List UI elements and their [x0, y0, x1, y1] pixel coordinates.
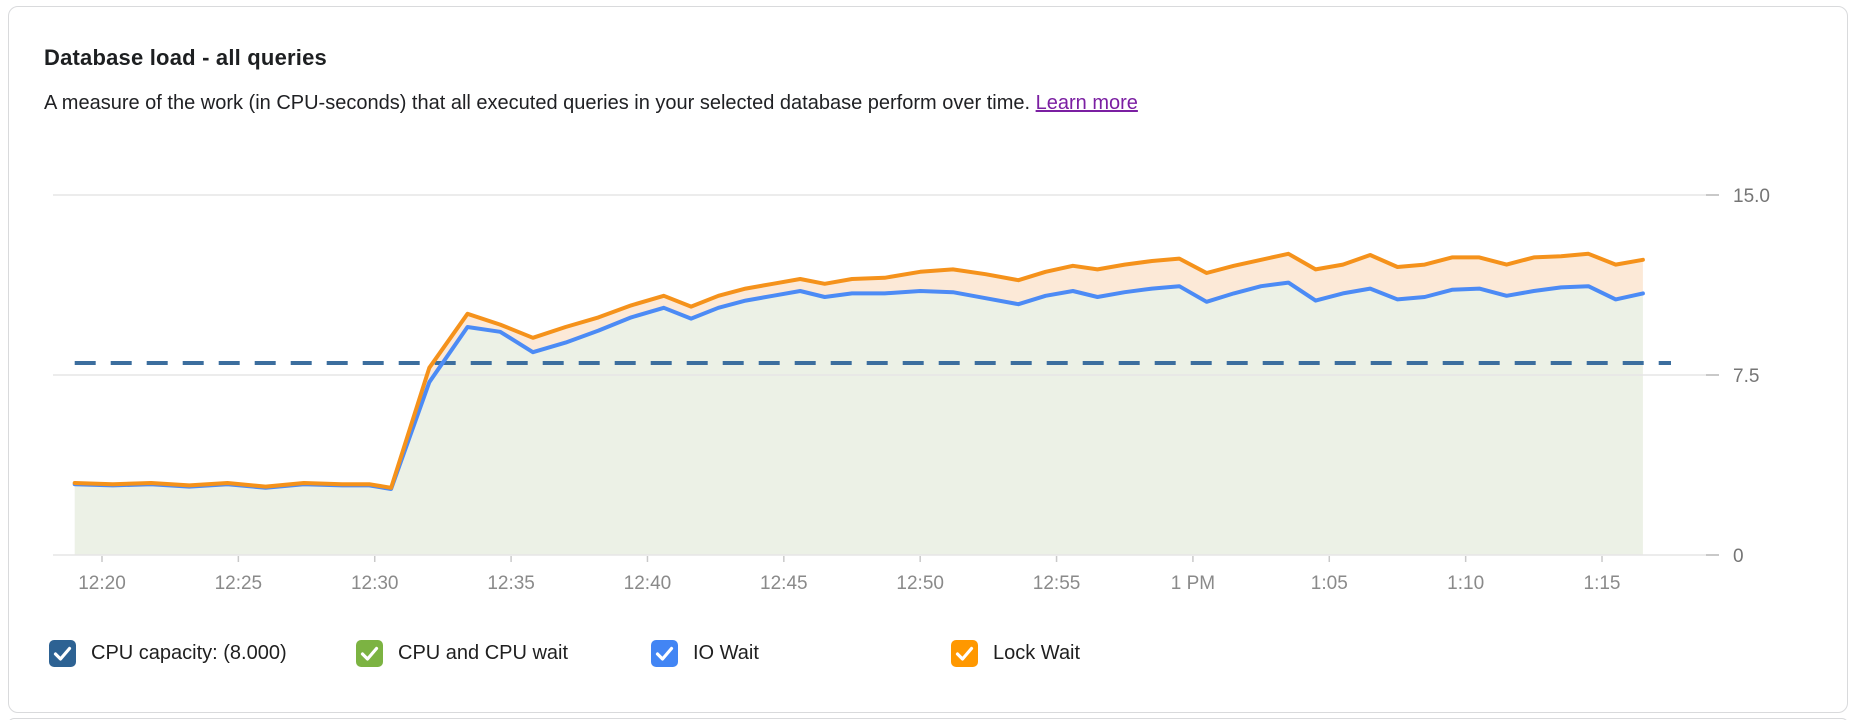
svg-text:15.0: 15.0 — [1733, 186, 1770, 207]
legend-item-io-wait[interactable]: IO Wait — [651, 639, 759, 667]
database-load-card: Database load - all queries A measure of… — [8, 6, 1848, 713]
legend-item-cpu-and-cpu-wait[interactable]: CPU and CPU wait — [356, 639, 568, 667]
svg-text:7.5: 7.5 — [1733, 366, 1759, 387]
legend-item-cpu-capacity[interactable]: CPU capacity: (8.000) — [49, 639, 287, 667]
svg-text:12:45: 12:45 — [760, 573, 808, 594]
database-load-chart[interactable]: 15.0 7.5 0 12:20 12:25 12:30 12:35 12:40 12:45 12… — [41, 151, 1831, 611]
chart-subtitle: A measure of the work (in CPU-seconds) t… — [44, 92, 1138, 115]
chart-legend: CPU capacity: (8.000) CPU and CPU wait I… — [9, 639, 1847, 669]
legend-item-lock-wait[interactable]: Lock Wait — [951, 639, 1080, 667]
cpu-capacity-checkbox[interactable] — [49, 639, 76, 667]
legend-label-lock-wait: Lock Wait — [993, 641, 1081, 664]
svg-text:12:30: 12:30 — [351, 573, 399, 594]
svg-text:1:15: 1:15 — [1584, 573, 1621, 594]
svg-text:1:05: 1:05 — [1311, 573, 1348, 594]
svg-text:0: 0 — [1733, 546, 1744, 567]
svg-text:12:20: 12:20 — [78, 573, 126, 594]
chart-subtitle-text: A measure of the work (in CPU-seconds) t… — [44, 92, 1031, 114]
legend-label-cpu-and-cpu-wait: CPU and CPU wait — [398, 641, 569, 664]
svg-text:12:35: 12:35 — [487, 573, 535, 594]
page-title: Database load - all queries — [44, 45, 327, 70]
svg-text:12:50: 12:50 — [896, 573, 944, 594]
svg-text:12:25: 12:25 — [215, 573, 263, 594]
cpu-and-cpu-wait-checkbox[interactable] — [356, 639, 383, 667]
learn-more-link[interactable]: Learn more — [1035, 92, 1138, 114]
io-wait-checkbox[interactable] — [651, 639, 678, 667]
legend-label-io-wait: IO Wait — [693, 641, 759, 664]
svg-text:12:55: 12:55 — [1033, 573, 1081, 594]
legend-label-cpu-capacity: CPU capacity: (8.000) — [91, 641, 287, 664]
checkmark-icon — [955, 646, 974, 661]
svg-text:12:40: 12:40 — [624, 573, 672, 594]
svg-text:1 PM: 1 PM — [1171, 573, 1215, 594]
checkmark-icon — [53, 646, 72, 661]
checkmark-icon — [655, 646, 674, 661]
checkmark-icon — [360, 646, 379, 661]
lock-wait-checkbox[interactable] — [951, 639, 978, 667]
svg-text:1:10: 1:10 — [1447, 573, 1484, 594]
